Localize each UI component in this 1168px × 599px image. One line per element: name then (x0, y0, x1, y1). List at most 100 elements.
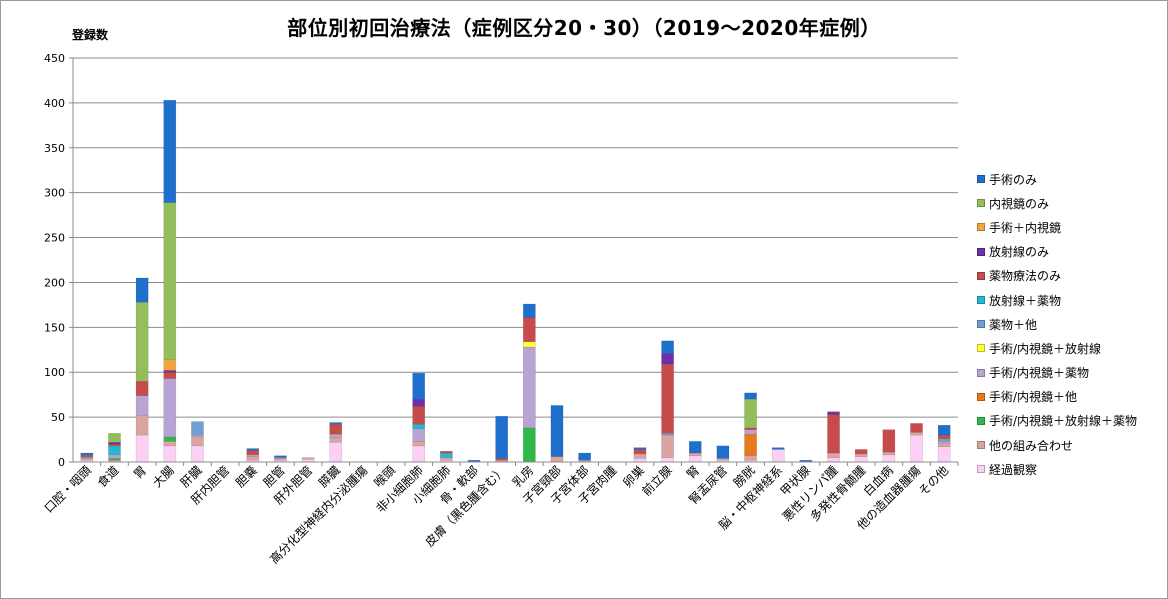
x-tick-label: 胃 (131, 463, 149, 481)
bar-segment (744, 398, 757, 429)
bar-segment (163, 202, 177, 360)
x-tick-label: 前立腺 (639, 463, 675, 499)
bar-segment (246, 456, 260, 461)
gridlines (73, 57, 958, 418)
bar-segment (412, 428, 426, 442)
legend-item: 内視鏡のみ (977, 191, 1167, 215)
bar-segment (80, 458, 94, 461)
bar-segment (163, 436, 177, 442)
bar-segment (827, 414, 840, 454)
x-axis-ticks: 口腔・咽頭 食道胃大腸 肝臓肝内胆管 胆嚢 胆管肝外胆管 膵臓高分化型神経内分泌腫瘍 喉頭非… (41, 462, 959, 566)
bar-segment (854, 453, 868, 457)
bar-segment (827, 411, 840, 415)
bar-segment (771, 447, 785, 450)
legend-label: 手術/内視鏡＋薬物 (989, 366, 1090, 381)
bar-segment (108, 458, 121, 461)
chart-title: 部位別初回治療法（症例区分20・30）（2019～2020年症例） (287, 16, 881, 40)
y-tick-label: 200 (44, 276, 65, 289)
bar-segment (578, 452, 591, 461)
bar-segment (191, 421, 204, 436)
legend-swatch (977, 368, 985, 377)
legend-swatch (977, 296, 985, 305)
bar-segment (163, 99, 177, 203)
bar-segment (937, 442, 951, 447)
bar-segment (135, 380, 149, 396)
legend-label: 放射線のみ (989, 245, 1050, 260)
x-tick-label: 大腸 (150, 463, 177, 490)
bar-segment (550, 405, 564, 457)
legend-label: 放射線＋薬物 (989, 293, 1062, 308)
bar-segment (882, 451, 896, 456)
y-tick-label: 400 (44, 97, 65, 110)
bar-segment (910, 432, 923, 436)
legend-swatch (977, 175, 985, 184)
legend-swatch (977, 441, 985, 450)
legend-swatch (977, 223, 985, 232)
legend-item: 薬物療法のみ (977, 264, 1167, 288)
bar-segment (108, 445, 121, 456)
bar-segment (688, 452, 702, 456)
bar-segment (274, 458, 287, 461)
bar-segment (412, 424, 426, 430)
legend-swatch (977, 271, 985, 280)
bar-segment (440, 457, 453, 461)
bar-segment (412, 441, 426, 447)
bar-segment (80, 454, 94, 457)
legend: 手術のみ 内視鏡のみ 手術＋内視鏡 放射線のみ 薬物療法のみ 放射線＋薬物 薬物＋他 手術/内… (977, 167, 1167, 481)
legend-item: 手術/内視鏡＋放射線 (977, 336, 1167, 360)
bar-segment (108, 454, 121, 459)
bar-segment (661, 434, 674, 458)
bar-segment (716, 445, 730, 459)
bar-segment (744, 429, 757, 435)
legend-label: 手術/内視鏡＋放射線 (989, 341, 1102, 356)
bar-segment (661, 457, 674, 463)
legend-item: 他の組み合わせ (977, 433, 1167, 457)
bar-segment (688, 455, 702, 463)
bar-segment (854, 456, 868, 463)
bar-segment (163, 445, 177, 463)
bar-segment (937, 441, 951, 444)
bar-segment (854, 449, 868, 455)
y-tick-label: 100 (44, 366, 65, 379)
bar-segment (80, 452, 94, 456)
legend-swatch (977, 344, 985, 353)
bar-segment (246, 450, 260, 456)
bar-segment (135, 277, 149, 303)
bar-segment (661, 363, 674, 434)
bar-segment (412, 398, 426, 407)
bar-segment (661, 353, 674, 365)
bar-segment (744, 392, 757, 400)
legend-label: 手術/内視鏡＋他 (989, 390, 1078, 405)
bar-segment (937, 434, 951, 439)
bar-segment (522, 317, 536, 342)
bar-segment (329, 422, 343, 425)
bar-segment (937, 438, 951, 442)
bar-segment (744, 427, 757, 430)
bar-segment (135, 434, 149, 463)
y-tick-label: 250 (44, 232, 65, 245)
legend-label: 手術/内視鏡＋放射線＋薬物 (989, 414, 1138, 429)
bar-segment (163, 370, 177, 373)
bar-segment (495, 458, 509, 461)
bar-segment (882, 454, 896, 463)
legend-swatch (977, 199, 985, 208)
bar-segment (108, 441, 121, 445)
legend-label: 薬物療法のみ (989, 269, 1062, 284)
legend-item: 放射線のみ (977, 240, 1167, 264)
legend-label: 内視鏡のみ (989, 196, 1050, 211)
bar-segment (744, 455, 757, 461)
bar-segment (440, 450, 453, 454)
x-tick-label: 腎 (684, 463, 702, 481)
legend-label: 経過観察 (989, 462, 1038, 477)
y-tick-label: 50 (51, 411, 65, 424)
bar-segment (661, 340, 674, 354)
legend-swatch (977, 392, 985, 401)
bar-segment (191, 434, 204, 438)
bar-segment (329, 441, 343, 463)
bar-segment (633, 447, 647, 450)
legend-item: 手術/内視鏡＋放射線＋薬物 (977, 409, 1167, 433)
legend-label: 手術＋内視鏡 (989, 220, 1062, 235)
bar-segment (716, 458, 730, 461)
bar-segment (937, 446, 951, 463)
bar-segment (191, 445, 204, 463)
